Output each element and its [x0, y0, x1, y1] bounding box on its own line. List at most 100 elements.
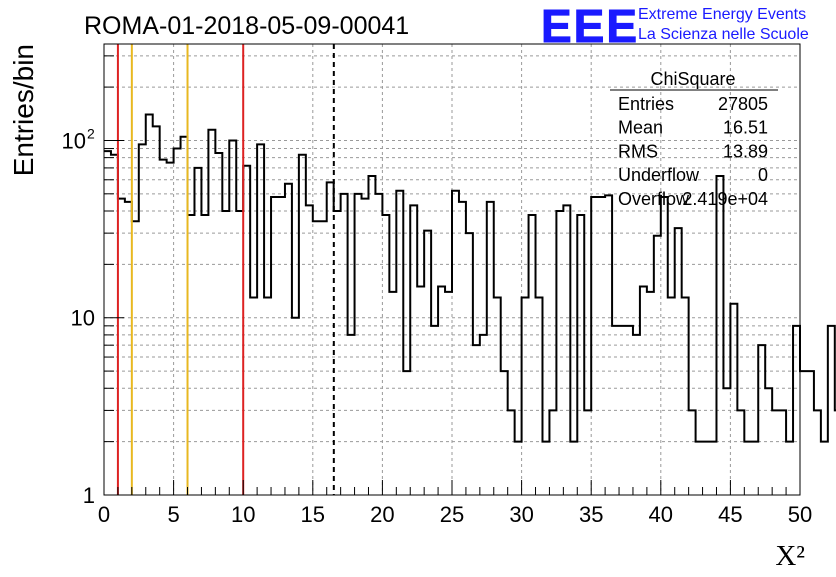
histogram-bin [222, 211, 229, 495]
histogram-bin [375, 194, 382, 495]
histogram-bin [501, 371, 508, 495]
histogram-bin [633, 335, 640, 495]
histogram-bin [355, 194, 362, 495]
axis-ticks [103, 55, 801, 495]
histogram-bin [153, 126, 160, 495]
stats-title: ChiSquare [650, 69, 735, 89]
histogram-bin [556, 211, 563, 495]
histogram-bin [292, 318, 299, 495]
y-tick-label: 1 [83, 483, 95, 508]
histogram-bin [508, 410, 515, 495]
histogram-bin [208, 130, 215, 495]
stats-row-value: 16.51 [723, 118, 768, 138]
histogram-bin [229, 140, 236, 495]
stats-row-value: 0 [758, 165, 768, 185]
histogram-bin [473, 345, 480, 495]
y-tick-label-exponent: 2 [87, 125, 95, 141]
histogram-bin [619, 326, 626, 495]
histogram-bin [689, 410, 696, 495]
histogram-bin [271, 197, 278, 495]
histogram-bin [577, 215, 584, 495]
histogram-bin [758, 345, 765, 495]
stats-row-label: RMS [618, 141, 658, 161]
histogram-bin [194, 168, 201, 495]
histogram-bin [466, 233, 473, 495]
chart-title: ROMA-01-2018-05-09-00041 [84, 12, 409, 40]
histogram-bin [250, 298, 257, 495]
histogram-bin [313, 221, 320, 495]
histogram-bin [139, 144, 146, 495]
histogram-bin [654, 236, 661, 495]
histogram-bin [348, 335, 355, 495]
histogram-bin [522, 298, 529, 495]
stats-row-label: Mean [618, 118, 663, 138]
logo-mark: EEE [541, 0, 639, 52]
stats-row-label: Overflow [618, 189, 690, 209]
x-axis-label: X² [775, 540, 805, 572]
histogram-bin [668, 298, 675, 495]
histogram-bin [118, 199, 125, 495]
histogram-bin [703, 442, 710, 495]
histogram-bin [264, 298, 271, 495]
histogram-bin [626, 326, 633, 495]
histogram-bin [181, 137, 188, 495]
histogram-bin [605, 195, 612, 495]
histogram-bin [410, 205, 417, 495]
histogram-bin [362, 199, 369, 495]
histogram-bin [306, 205, 313, 495]
histogram-bin [640, 287, 647, 495]
histogram-bin [793, 326, 800, 495]
x-tick-label: 0 [98, 502, 110, 527]
reference-lines [116, 44, 335, 495]
histogram-bin [612, 326, 619, 495]
histogram-bin [536, 298, 543, 495]
histogram-bin [396, 191, 403, 495]
histogram-bin [730, 304, 737, 495]
histogram-outline [104, 113, 836, 443]
histogram-bin [598, 197, 605, 495]
logo-line-2: La Scienza nelle Scuole [638, 26, 809, 43]
histogram-bin [716, 176, 723, 495]
histogram-bin [765, 388, 772, 495]
histogram-bin [382, 215, 389, 495]
histogram-bin [563, 205, 570, 495]
histogram-bin [737, 410, 744, 495]
histogram-bin [104, 151, 111, 495]
stats-row-label: Underflow [618, 165, 700, 185]
histogram-bin [459, 202, 466, 495]
x-tick-label: 5 [167, 502, 179, 527]
histogram-bin [529, 215, 536, 495]
histogram-bin [786, 442, 793, 495]
histogram-bin [584, 410, 591, 495]
histogram-bin [480, 335, 487, 495]
histogram-bin [814, 410, 821, 495]
histogram-bin [696, 442, 703, 495]
histogram-bin [807, 371, 814, 495]
histogram-bin [132, 221, 139, 495]
stats-row-value: 2.419e+04 [682, 189, 768, 209]
histogram-bin [174, 149, 181, 495]
histogram-bin [236, 211, 243, 495]
histogram-bin [723, 388, 730, 495]
histogram-bin [647, 292, 654, 495]
stats-box: ChiSquare Entries 27805 Mean 16.51 RMS 13.89 U… [610, 69, 778, 209]
histogram-bin [167, 163, 174, 495]
histogram-bin [445, 292, 452, 495]
histogram-bin [661, 197, 668, 495]
histogram-bin [591, 197, 598, 495]
x-tick-label: 15 [301, 502, 325, 527]
stats-row-label: Entries [618, 94, 674, 114]
histogram-bin [494, 298, 501, 495]
histogram-bin [327, 182, 334, 495]
histogram-bin [710, 442, 717, 495]
histogram-bin [675, 228, 682, 495]
y-tick-label: 10 [71, 306, 95, 331]
histogram-bin [570, 442, 577, 495]
stats-row-value: 13.89 [723, 141, 768, 161]
histogram-bin [800, 371, 807, 495]
histogram-bin [299, 155, 306, 495]
histogram-series [104, 113, 836, 495]
histogram-bin [828, 326, 835, 495]
